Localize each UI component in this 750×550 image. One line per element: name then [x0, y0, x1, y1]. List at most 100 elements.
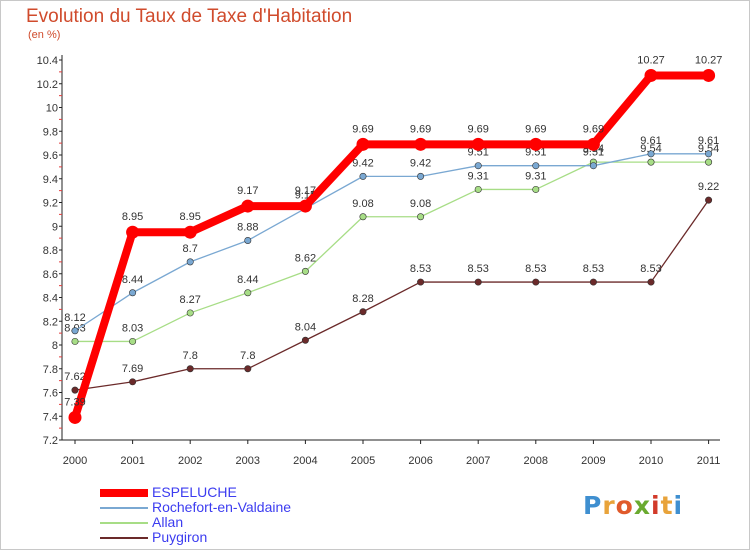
logo-letter: t: [660, 491, 674, 520]
data-point: [417, 213, 425, 221]
data-label: 9.69: [467, 123, 488, 135]
data-label: 8.28: [352, 293, 373, 305]
y-tick-label: 9: [52, 221, 58, 233]
data-label: 8.53: [583, 263, 604, 275]
legend-label: Rochefort-en-Valdaine: [152, 499, 292, 515]
data-point: [126, 225, 140, 239]
legend-swatch: [100, 522, 148, 524]
legend-label: Puygiron: [152, 529, 208, 545]
data-point: [244, 365, 252, 373]
data-label: 9.08: [352, 198, 373, 210]
data-point: [129, 289, 137, 297]
data-label: 9.22: [698, 181, 719, 193]
y-tick-label: 9.6: [43, 150, 58, 162]
x-tick-label: 2009: [581, 455, 605, 467]
series-line: [74, 153, 710, 332]
data-point: [414, 137, 428, 151]
data-point: [647, 158, 655, 166]
data-label: 7.62: [64, 371, 85, 383]
data-point: [474, 162, 482, 170]
data-label: 8.53: [525, 263, 546, 275]
legend-swatch: [100, 489, 148, 497]
data-label: 9.51: [583, 147, 604, 159]
data-point: [532, 278, 540, 286]
series-line: [74, 199, 710, 391]
data-point: [356, 137, 370, 151]
data-point: [417, 278, 425, 286]
data-point: [71, 337, 79, 345]
data-label: 7.39: [64, 396, 85, 408]
data-label: 8.03: [122, 322, 143, 334]
data-label: 9.61: [698, 135, 719, 147]
logo-letter: o: [615, 491, 634, 520]
proxiti-logo: Proxiti: [583, 491, 683, 520]
y-tick-label: 10: [46, 103, 58, 115]
data-label: 8.04: [295, 321, 316, 333]
data-label: 8.53: [640, 263, 661, 275]
x-tick-label: 2011: [697, 455, 721, 467]
y-tick-label: 8.2: [43, 316, 58, 328]
data-label: 9.69: [410, 123, 431, 135]
data-point: [702, 68, 716, 82]
data-point: [586, 137, 600, 151]
x-tick-label: 2000: [63, 455, 87, 467]
data-label: 7.69: [122, 363, 143, 375]
data-label: 9.17: [237, 185, 258, 197]
data-label: 9.51: [467, 147, 488, 159]
y-tick-label: 9.2: [43, 198, 58, 210]
data-label: 10.27: [637, 54, 665, 66]
data-point: [298, 199, 312, 213]
chart-title: Evolution du Taux de Taxe d'Habitation: [26, 6, 353, 27]
data-point: [359, 172, 367, 180]
data-label: 8.7: [183, 243, 198, 255]
data-label: 9.17: [295, 185, 316, 197]
data-label: 9.69: [352, 123, 373, 135]
x-tick-label: 2003: [236, 455, 260, 467]
y-tick-label: 7.4: [43, 411, 58, 423]
data-label: 8.44: [122, 274, 143, 286]
x-tick-label: 2002: [178, 455, 202, 467]
data-point: [705, 196, 713, 204]
x-tick-label: 2006: [408, 455, 432, 467]
data-label: 9.54: [640, 143, 661, 155]
data-point: [68, 410, 82, 424]
data-point: [647, 278, 655, 286]
y-tick-label: 9.4: [43, 174, 58, 186]
y-tick-label: 8: [52, 340, 58, 352]
data-point: [186, 309, 194, 317]
data-label: 9.51: [525, 147, 546, 159]
data-point: [301, 336, 309, 344]
data-label: 8.88: [237, 222, 258, 234]
data-label: 8.62: [295, 252, 316, 264]
data-label: 7.8: [183, 350, 198, 362]
data-point: [186, 258, 194, 266]
data-label: 9.54: [698, 143, 719, 155]
legend-swatch: [100, 507, 148, 509]
data-label: 9.08: [410, 198, 431, 210]
logo-letter: r: [602, 491, 616, 520]
data-label: 9.31: [525, 170, 546, 182]
legend-label: ESPELUCHE: [152, 484, 237, 500]
y-tick-label: 8.6: [43, 269, 58, 281]
data-point: [359, 213, 367, 221]
logo-letter: i: [651, 491, 661, 520]
data-point: [183, 225, 197, 239]
legend-label: Allan: [152, 514, 184, 530]
y-tick-label: 8.8: [43, 245, 58, 257]
y-tick-label: 8.4: [43, 293, 58, 305]
data-label: 9.61: [640, 135, 661, 147]
data-label: 8.53: [410, 263, 431, 275]
data-point: [129, 337, 137, 345]
series-line: [71, 71, 713, 422]
x-tick-label: 2010: [639, 455, 663, 467]
x-tick-label: 2008: [524, 455, 548, 467]
data-label: 9.69: [583, 123, 604, 135]
data-label: 8.44: [237, 274, 258, 286]
data-label: 9.42: [410, 157, 431, 169]
data-point: [471, 137, 485, 151]
data-point: [474, 278, 482, 286]
data-label: 9.42: [352, 157, 373, 169]
data-label: 8.95: [179, 211, 200, 223]
legend-swatch: [100, 537, 148, 539]
